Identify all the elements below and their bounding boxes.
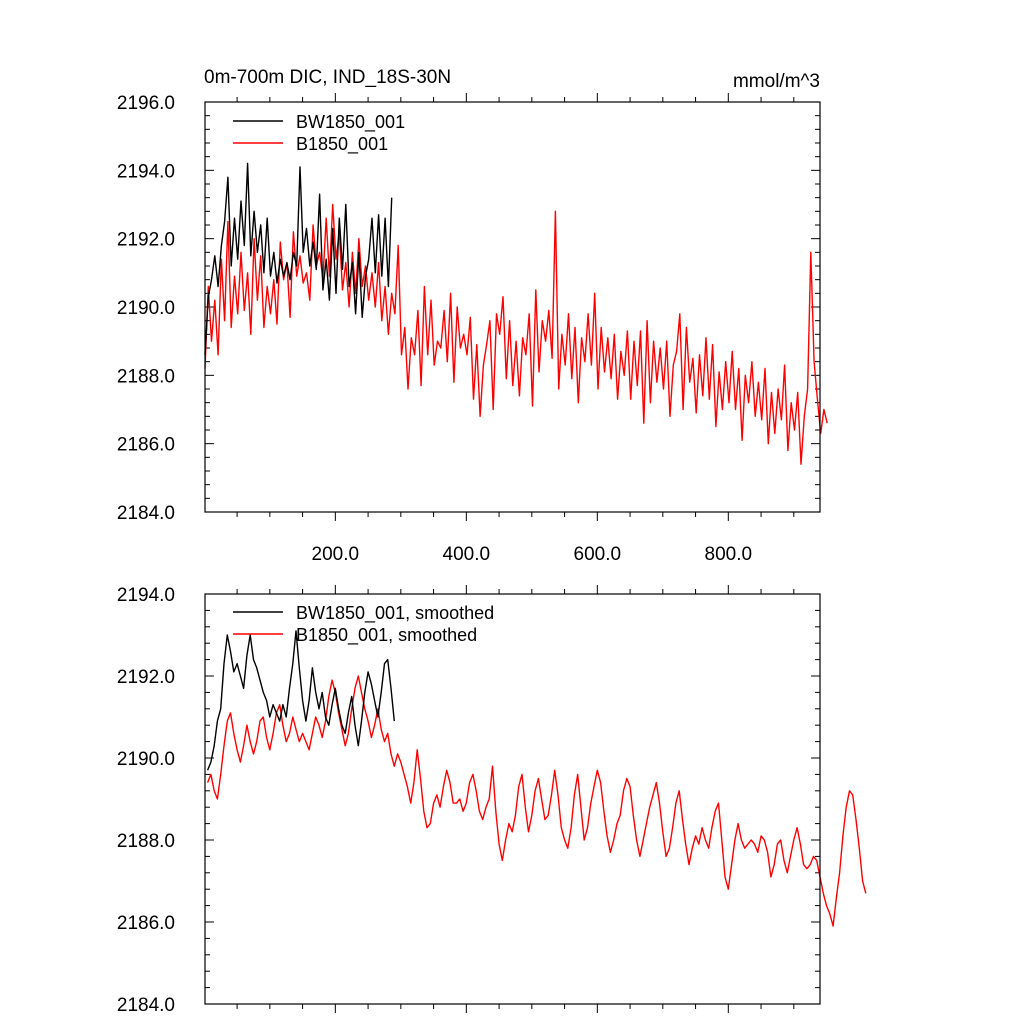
series-line-b1850-001	[204, 203, 828, 465]
top-ytick-label: 2194.0	[117, 161, 175, 182]
bottom-panel: 2184.0 2186.0 2188.0 2190.0 2192.0 2194.0 BW1…	[117, 585, 867, 1016]
legend-label-bw1850: BW1850_001	[296, 112, 405, 133]
top-xtick-label: 600.0	[574, 544, 622, 565]
legend-label-bw1850-smoothed: BW1850_001, smoothed	[296, 603, 494, 624]
legend-label-b1850: B1850_001	[296, 134, 388, 155]
bottom-ytick-label: 2192.0	[117, 667, 175, 688]
series-line-b1850-001-smoothed	[206, 675, 867, 927]
top-ytick-label: 2192.0	[117, 230, 175, 251]
bottom-ytick-label: 2190.0	[117, 749, 175, 770]
top-ytick-label: 2186.0	[117, 435, 175, 456]
bottom-plot-frame	[204, 593, 821, 1005]
top-ytick-label: 2196.0	[117, 93, 175, 114]
series-line-bw1850-001	[204, 162, 393, 355]
top-plot-frame	[204, 101, 821, 513]
top-xtick-label: 800.0	[705, 544, 753, 565]
bottom-y-tick-labels: 2184.0 2186.0 2188.0 2190.0 2192.0 2194.0	[117, 585, 175, 1016]
bottom-legend: BW1850_001, smoothed B1850_001, smoothed	[233, 603, 494, 646]
bottom-ytick-label: 2194.0	[117, 585, 175, 606]
top-xtick-label: 200.0	[312, 544, 360, 565]
chart-title: 0m-700m DIC, IND_18S-30N	[204, 67, 451, 88]
bottom-ytick-label: 2188.0	[117, 831, 175, 852]
bottom-ytick-label: 2184.0	[117, 995, 175, 1016]
top-panel: 0m-700m DIC, IND_18S-30N mmol/m^3 2184.0…	[117, 67, 828, 565]
top-legend: BW1850_001 B1850_001	[233, 112, 405, 155]
bottom-axis-ticks	[205, 585, 820, 1013]
top-y-tick-labels: 2184.0 2186.0 2188.0 2190.0 2192.0 2194.0 2196…	[117, 93, 175, 524]
top-ytick-label: 2188.0	[117, 366, 175, 387]
top-xtick-label: 400.0	[443, 544, 491, 565]
bottom-series-lines	[206, 630, 867, 927]
bottom-ytick-label: 2186.0	[117, 913, 175, 934]
top-axis-ticks	[205, 93, 820, 521]
top-ytick-label: 2190.0	[117, 298, 175, 319]
legend-label-b1850-smoothed: B1850_001, smoothed	[296, 625, 477, 646]
chart-units: mmol/m^3	[733, 71, 820, 92]
series-line-bw1850-001-smoothed	[206, 630, 395, 771]
top-ytick-label: 2184.0	[117, 503, 175, 524]
top-x-tick-labels: 200.0 400.0 600.0 800.0	[312, 544, 753, 565]
top-series-lines	[204, 162, 828, 465]
